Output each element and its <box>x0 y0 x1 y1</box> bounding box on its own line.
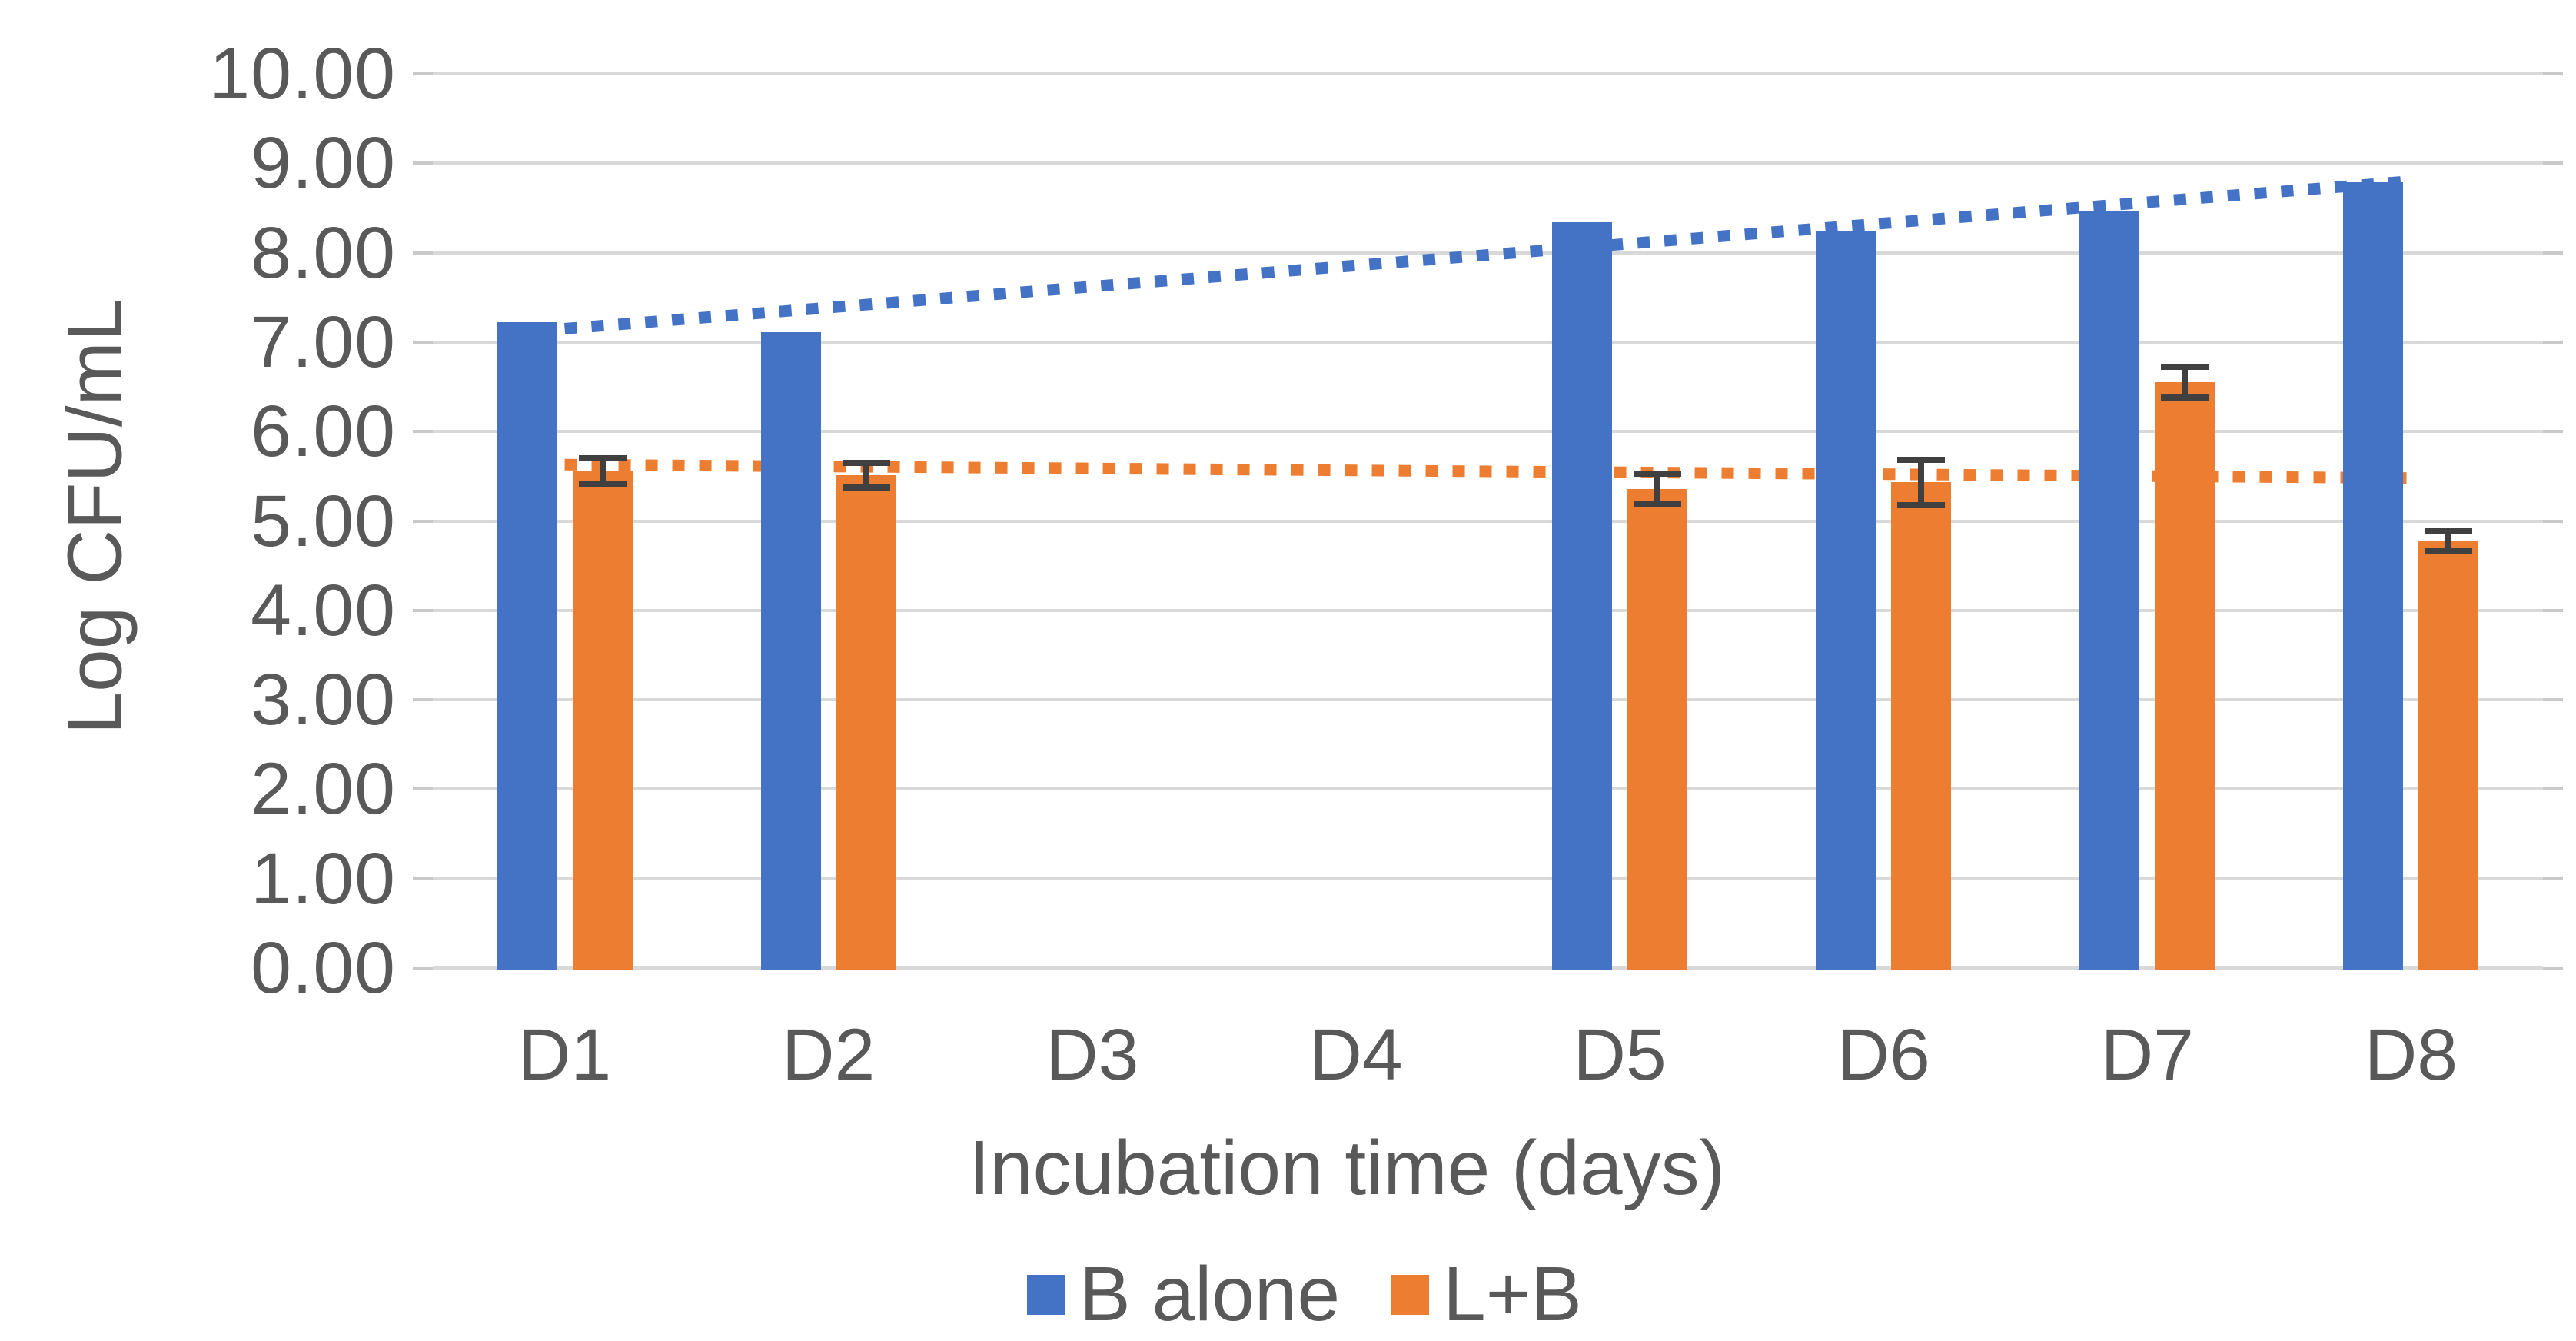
x-axis-category-label: D1 <box>517 1014 612 1096</box>
error-bar-cap-bottom <box>843 484 890 491</box>
error-bar-cap-bottom <box>2425 548 2472 554</box>
y-axis-tick-label: 4.00 <box>251 570 396 651</box>
legend-label-b-alone: B alone <box>1079 1251 1341 1337</box>
y-axis-tick-label: 10.00 <box>209 33 396 115</box>
legend-item-l-b: L+B <box>1391 1250 1582 1339</box>
y-axis-tick <box>2543 609 2563 612</box>
bar-b-alone <box>2343 182 2403 970</box>
y-axis-tick-label: 5.00 <box>251 481 396 562</box>
gridline <box>433 72 2543 75</box>
error-bar-cap-top <box>1634 471 1681 477</box>
x-axis-category-label: D7 <box>2100 1014 2195 1096</box>
error-bar-cap-bottom <box>579 481 627 487</box>
error-bar-cap-bottom <box>2161 394 2209 401</box>
trendline-b-alone <box>563 175 2412 334</box>
y-axis-title: Log CFU/mL <box>52 298 138 735</box>
y-axis-tick <box>413 72 433 75</box>
error-bar-line <box>2445 531 2451 551</box>
y-axis-tick <box>2543 251 2563 255</box>
y-axis-tick <box>413 787 433 790</box>
bar-l-b <box>573 471 633 970</box>
legend-swatch-b-alone-icon <box>1027 1274 1065 1315</box>
bar-l-b <box>1627 489 1687 970</box>
y-axis-tick <box>2543 341 2563 344</box>
x-axis-category-label: D5 <box>1573 1014 1667 1096</box>
y-axis-tick <box>413 698 433 701</box>
y-axis-tick <box>413 161 433 165</box>
gridline <box>433 341 2543 344</box>
error-bar-cap-bottom <box>1897 502 1945 508</box>
y-axis-tick <box>413 251 433 255</box>
y-axis-tick <box>413 877 433 880</box>
y-axis-tick-label: 1.00 <box>251 838 396 920</box>
y-axis-tick-label: 9.00 <box>251 122 396 204</box>
x-axis-line <box>433 966 2543 970</box>
y-axis-tick <box>413 430 433 433</box>
error-bar-line <box>1654 474 1660 504</box>
legend-label-l-b: L+B <box>1443 1251 1582 1337</box>
y-axis-tick <box>2543 520 2563 523</box>
y-axis-tick <box>413 609 433 612</box>
gridline <box>433 787 2543 790</box>
y-axis-tick <box>413 520 433 523</box>
legend-swatch-l-b-icon <box>1391 1274 1430 1315</box>
bar-b-alone <box>2079 211 2139 970</box>
x-axis-category-label: D6 <box>1836 1014 1930 1096</box>
error-bar-line <box>1918 460 1924 505</box>
bar-l-b <box>836 475 896 970</box>
error-bar-cap-bottom <box>1634 501 1681 507</box>
error-bar-line <box>863 463 869 487</box>
y-axis-tick <box>2543 161 2563 165</box>
y-axis-tick <box>413 341 433 344</box>
bar-b-alone <box>497 322 557 970</box>
error-bar-cap-top <box>2425 528 2472 534</box>
gridline <box>433 877 2543 880</box>
y-axis-tick <box>2543 430 2563 433</box>
y-axis-tick <box>413 967 433 970</box>
error-bar-cap-top <box>579 455 627 461</box>
gridline <box>433 430 2543 433</box>
error-bar-line <box>600 458 606 484</box>
error-bar-line <box>2182 367 2188 398</box>
x-axis-category-label: D2 <box>781 1014 876 1096</box>
gridline <box>433 698 2543 701</box>
y-axis-tick <box>2543 967 2563 970</box>
bar-l-b <box>2418 541 2478 970</box>
legend: B alone L+B <box>1027 1250 1582 1339</box>
x-axis-category-label: D8 <box>2364 1014 2458 1096</box>
bar-b-alone <box>1552 222 1612 970</box>
bar-l-b <box>2155 382 2215 970</box>
y-axis-tick-label: 7.00 <box>251 301 396 383</box>
error-bar-cap-top <box>843 460 890 466</box>
y-axis-tick <box>2543 787 2563 790</box>
bar-b-alone <box>761 332 821 970</box>
y-axis-tick-label: 6.00 <box>251 391 396 472</box>
x-axis-category-label: D3 <box>1045 1014 1139 1096</box>
y-axis-tick <box>2543 72 2563 75</box>
y-axis-tick-label: 3.00 <box>251 659 396 740</box>
legend-item-b-alone: B alone <box>1027 1250 1340 1339</box>
gridline <box>433 161 2543 165</box>
gridline <box>433 520 2543 523</box>
error-bar-cap-top <box>1897 457 1945 463</box>
y-axis-tick <box>2543 877 2563 880</box>
y-axis-tick-label: 0.00 <box>251 927 396 1009</box>
error-bar-cap-top <box>2161 364 2209 370</box>
y-axis-tick-label: 2.00 <box>251 748 396 830</box>
bar-b-alone <box>1816 231 1876 970</box>
x-axis-category-label: D4 <box>1309 1014 1403 1096</box>
gridline <box>433 609 2543 612</box>
bar-l-b <box>1891 482 1951 970</box>
x-axis-title: Incubation time (days) <box>969 1125 1725 1211</box>
y-axis-tick <box>2543 698 2563 701</box>
y-axis-tick-label: 8.00 <box>251 212 396 294</box>
